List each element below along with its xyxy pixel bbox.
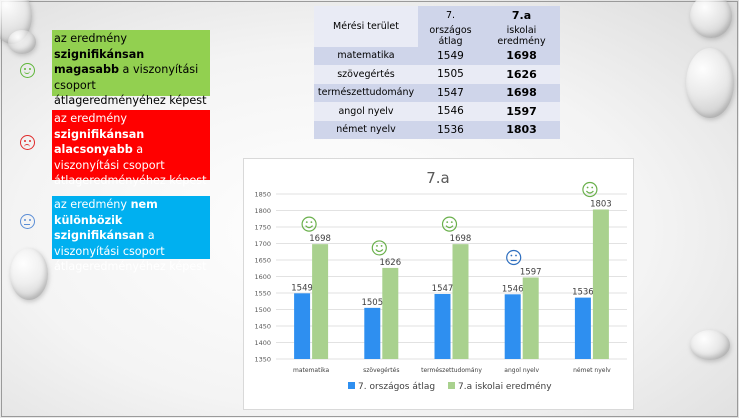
data-label: 1505 bbox=[361, 298, 383, 308]
legend-not-different: az eredmény nem különbözik szignifikánsa… bbox=[52, 196, 210, 273]
bar-school bbox=[312, 244, 329, 359]
table-row: angol nyelv 1546 1597 bbox=[314, 102, 560, 121]
bar-school bbox=[382, 267, 399, 359]
water-drop bbox=[686, 48, 734, 118]
row-area: német nyelv bbox=[314, 120, 418, 139]
smiley-icon bbox=[582, 181, 598, 198]
water-drop bbox=[8, 30, 36, 54]
bar-national bbox=[574, 297, 591, 359]
row-national: 1536 bbox=[418, 120, 483, 139]
x-tick-label: angol nyelv bbox=[504, 367, 539, 374]
row-national: 1546 bbox=[418, 102, 483, 121]
data-label: 1549 bbox=[291, 283, 313, 293]
bar-school bbox=[452, 244, 469, 359]
legend-label: 7.a iskolai eredmény bbox=[458, 381, 552, 392]
row-national: 1549 bbox=[418, 46, 483, 65]
row-national: 1505 bbox=[418, 65, 483, 84]
bar-national bbox=[504, 294, 521, 359]
row-school: 1626 bbox=[483, 65, 560, 84]
y-tick-label: 1550 bbox=[254, 290, 271, 298]
row-area: szövegértés bbox=[314, 65, 418, 84]
y-tick-label: 1850 bbox=[254, 191, 271, 199]
table-header-row: országos átlag iskolai eredmény bbox=[314, 24, 560, 47]
x-tick-label: szövegértés bbox=[363, 367, 399, 374]
table-row: matematika 1549 1698 bbox=[314, 46, 560, 65]
y-tick-label: 1450 bbox=[254, 323, 271, 331]
header-class: 7.a bbox=[483, 6, 560, 25]
data-label: 1547 bbox=[432, 284, 454, 294]
row-school: 1597 bbox=[483, 102, 560, 121]
data-label: 1698 bbox=[309, 234, 331, 244]
row-area: matematika bbox=[314, 46, 418, 65]
y-tick-label: 1400 bbox=[254, 339, 271, 347]
bar-national bbox=[294, 293, 311, 359]
legend-significantly-higher: az eredmény szignifikánsan magasabb a vi… bbox=[52, 30, 210, 107]
table-row: szövegértés 1505 1626 bbox=[314, 65, 560, 84]
y-tick-label: 1700 bbox=[254, 240, 271, 248]
sad-face-icon bbox=[20, 135, 35, 150]
neutral-face-icon bbox=[20, 214, 35, 229]
x-tick-label: matematika bbox=[293, 367, 329, 374]
y-tick-label: 1800 bbox=[254, 207, 271, 215]
data-label: 1626 bbox=[379, 258, 401, 268]
table-row: német nyelv 1536 1803 bbox=[314, 120, 560, 139]
y-tick-label: 1650 bbox=[254, 257, 271, 265]
water-drop bbox=[690, 0, 732, 38]
table-row: természettudomány 1547 1698 bbox=[314, 83, 560, 102]
y-tick-label: 1750 bbox=[254, 224, 271, 232]
legend-swatch bbox=[348, 382, 355, 389]
x-tick-label: természettudomány bbox=[421, 367, 482, 374]
data-label: 1536 bbox=[572, 288, 594, 298]
row-school: 1698 bbox=[483, 46, 560, 65]
chart-svg: 7.a 1350 1400 1450 1500 1550 1600 1650 1700 1750 1… bbox=[254, 169, 627, 392]
water-drop bbox=[690, 330, 730, 360]
results-table: Mérési terület 7. 7.a országos átlag isk… bbox=[314, 6, 560, 139]
row-area: angol nyelv bbox=[314, 102, 418, 121]
row-school: 1803 bbox=[483, 120, 560, 139]
water-drop bbox=[10, 248, 48, 300]
smiley-icon bbox=[371, 240, 387, 256]
header-national: országos átlag bbox=[418, 24, 483, 47]
data-label: 1698 bbox=[450, 234, 472, 244]
bar-national bbox=[364, 307, 381, 359]
row-area: természettudomány bbox=[314, 83, 418, 102]
table-header-row: Mérési terület 7. 7.a bbox=[314, 6, 560, 47]
smiley-icon bbox=[20, 63, 35, 78]
bar-school bbox=[522, 277, 539, 359]
y-tick-label: 1600 bbox=[254, 273, 271, 281]
x-tick-label: német nyelv bbox=[573, 367, 611, 374]
smiley-icon bbox=[441, 216, 458, 232]
row-school: 1698 bbox=[483, 83, 560, 102]
data-label: 1546 bbox=[502, 284, 524, 294]
bar-school bbox=[592, 209, 609, 359]
legend-swatch bbox=[448, 382, 455, 389]
neutral-face-icon bbox=[506, 249, 522, 266]
bar-national bbox=[434, 293, 451, 359]
header-grade: 7. bbox=[418, 6, 483, 25]
y-tick-label: 1500 bbox=[254, 306, 271, 314]
data-label: 1597 bbox=[520, 267, 542, 277]
legend-label: 7. országos átlag bbox=[358, 382, 435, 392]
header-school: iskolai eredmény bbox=[483, 24, 560, 47]
data-label: 1803 bbox=[590, 200, 612, 210]
y-tick-label: 1350 bbox=[254, 356, 271, 364]
row-national: 1547 bbox=[418, 83, 483, 102]
header-area: Mérési terület bbox=[314, 6, 418, 47]
smiley-icon bbox=[301, 216, 317, 232]
bar-chart: 7.a 1350 1400 1450 1500 1550 1600 1650 1700 1750 1… bbox=[243, 158, 634, 410]
chart-title: 7.a bbox=[426, 169, 450, 187]
legend-significantly-lower: az eredmény szignifikánsan alacsonyabb a… bbox=[52, 110, 210, 187]
